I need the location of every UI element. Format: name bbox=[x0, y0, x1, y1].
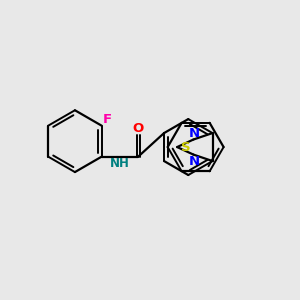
Text: N: N bbox=[188, 127, 200, 140]
Text: S: S bbox=[181, 141, 190, 154]
Text: NH: NH bbox=[110, 157, 129, 169]
Text: N: N bbox=[188, 154, 200, 167]
Text: F: F bbox=[102, 113, 112, 126]
Text: O: O bbox=[133, 122, 144, 135]
